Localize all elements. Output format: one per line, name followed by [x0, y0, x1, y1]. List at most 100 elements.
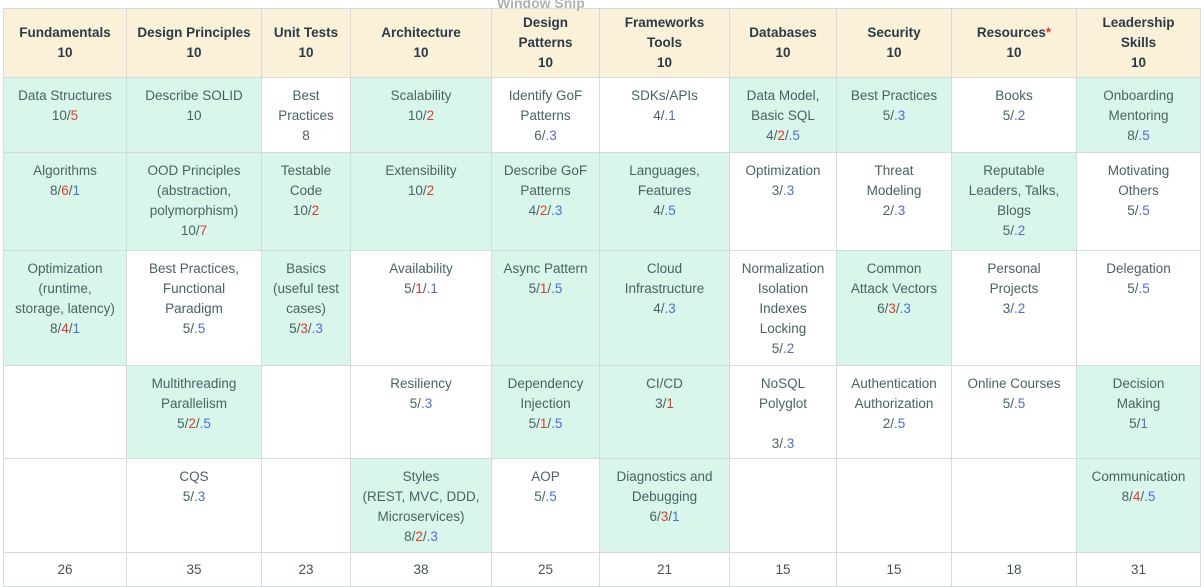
- score-value: 3/1: [655, 396, 674, 411]
- score-segment: 8: [302, 128, 310, 143]
- skill-cell-extensibility: Extensibility 10/2: [350, 152, 492, 251]
- score-segment: .5: [894, 416, 906, 431]
- score-segment: .3: [311, 321, 323, 336]
- skill-label-line: Dependency: [507, 376, 584, 391]
- column-label: Design Patterns: [518, 15, 573, 50]
- skill-label-line: Blogs: [997, 203, 1031, 218]
- score-segment: 3: [771, 183, 780, 198]
- skill-cell-motivating: Motivating Others 5/.5: [1076, 152, 1201, 251]
- skill-row: Multithreading Parallelism 5/2/.5 Resilienc…: [3, 365, 1201, 459]
- skill-label-line: Testable: [280, 163, 332, 178]
- score-value: 6/3/1: [649, 509, 680, 524]
- skill-label-line: Making: [1116, 396, 1161, 411]
- score-value: 5/.2: [1002, 223, 1026, 238]
- skill-label-line: Algorithms: [33, 163, 97, 178]
- column-label: Architecture: [381, 25, 461, 40]
- skill-label-line: Reputable: [983, 163, 1045, 178]
- score-segment: 6: [649, 509, 657, 524]
- column-max-score: 10: [1130, 55, 1147, 70]
- score-segment: 1: [539, 416, 548, 431]
- skill-label-line: Extensibility: [385, 163, 457, 178]
- skill-label-line: NoSQL: [760, 376, 806, 391]
- skill-label-line: Leaders, Talks,: [968, 183, 1060, 198]
- score-value: 8/4/1: [49, 321, 81, 336]
- skill-cell-best: Best Practices 8: [261, 77, 351, 153]
- score-segment: 1: [72, 321, 81, 336]
- score-segment: 2: [311, 203, 320, 218]
- score-value: 4/.1: [653, 108, 676, 123]
- score-segment: .5: [194, 321, 206, 336]
- score-segment: 8: [1127, 128, 1135, 143]
- skill-cell-optimization: Optimization 3/.3: [729, 152, 837, 251]
- skill-label-line: Common: [866, 261, 922, 276]
- score-segment: 2: [426, 183, 435, 198]
- score-value: 5/.3: [882, 108, 906, 123]
- skill-label-line: CI/CD: [646, 376, 683, 391]
- score-value: 2/.3: [882, 203, 906, 218]
- score-segment: 10: [180, 223, 196, 238]
- empty-cell: [836, 458, 952, 553]
- skill-label-line: Practices: [278, 108, 334, 123]
- score-segment: 3: [655, 396, 663, 411]
- skill-cell-normalization: Normalization Isolation Indexes Locking 5/.2: [729, 250, 837, 366]
- skill-cell-sdks-apis: SDKs/APIs 4/.1: [599, 77, 730, 153]
- score-segment: .2: [1014, 108, 1026, 123]
- score-segment: 5: [177, 416, 185, 431]
- skill-cell-cqs: CQS 5/.3: [126, 458, 262, 553]
- skill-label-line: (runtime,: [38, 281, 92, 296]
- score-segment: 5: [1129, 416, 1137, 431]
- skill-label-line: Isolation: [757, 281, 809, 296]
- column-total: 15: [836, 552, 952, 587]
- score-value: 4/.3: [653, 301, 676, 316]
- skill-label-line: Decision: [1112, 376, 1165, 391]
- skill-cell-communication: Communication 8/4/.5: [1076, 458, 1201, 553]
- empty-cell: [261, 458, 351, 553]
- score-segment: .5: [1138, 203, 1150, 218]
- skill-row: Algorithms 8/6/1 OOD Principles (abstractio…: [3, 152, 1201, 251]
- column-max-score: 10: [656, 55, 673, 70]
- column-total: 15: [729, 552, 837, 587]
- score-segment: 1: [666, 396, 674, 411]
- skill-label-line: Cloud: [646, 261, 683, 276]
- column-total: 35: [126, 552, 262, 587]
- skill-label-line: Basics: [286, 261, 326, 276]
- empty-cell: [3, 365, 127, 459]
- skill-label-line: [736, 414, 830, 434]
- score-value: 8/2/.3: [404, 529, 438, 544]
- skill-label-line: CQS: [179, 469, 209, 484]
- score-segment: .3: [551, 203, 563, 218]
- column-label: Security: [867, 25, 921, 40]
- empty-cell: [729, 458, 837, 553]
- skill-cell-aop: AOP 5/.5: [491, 458, 600, 553]
- score-segment: 4: [653, 108, 661, 123]
- score-segment: .5: [545, 489, 557, 504]
- skill-cell-describe-gof: Describe GoF Patterns 4/2/.3: [491, 152, 600, 251]
- score-segment: 5: [771, 341, 780, 356]
- score-value: 8: [268, 126, 344, 146]
- score-segment: 5: [289, 321, 297, 336]
- column-total: 23: [261, 552, 351, 587]
- score-segment: 3: [771, 436, 780, 451]
- score-segment: 5: [1127, 281, 1135, 296]
- skill-label-line: Communication: [1091, 469, 1186, 484]
- skill-cell-ci-cd: CI/CD 3/1: [599, 365, 730, 459]
- column-label: Unit Tests: [273, 25, 339, 40]
- skill-cell-availability: Availability 5/1/.1: [350, 250, 492, 366]
- score-segment: 4: [653, 203, 661, 218]
- score-segment: 2: [882, 203, 891, 218]
- score-segment: 5: [534, 489, 542, 504]
- skill-label-line: Infrastructure: [624, 281, 705, 296]
- score-value: 5/1/.1: [404, 281, 438, 296]
- score-value: 5/.5: [534, 489, 557, 504]
- skills-table-header: Fundamentals 10 Design Principles 10 Unit Te…: [3, 8, 1201, 78]
- score-segment: 5: [1002, 108, 1011, 123]
- skill-cell-decision: Decision Making 5/1: [1076, 365, 1201, 459]
- score-segment: .5: [1138, 281, 1150, 296]
- skill-label-line: Injection: [520, 396, 571, 411]
- score-segment: 5: [404, 281, 412, 296]
- column-max-score: 10: [886, 45, 902, 60]
- empty-cell: [3, 458, 127, 553]
- score-value: 5/2/.5: [177, 416, 211, 431]
- skill-label-line: Mentoring: [1108, 108, 1169, 123]
- score-segment: 2: [539, 203, 548, 218]
